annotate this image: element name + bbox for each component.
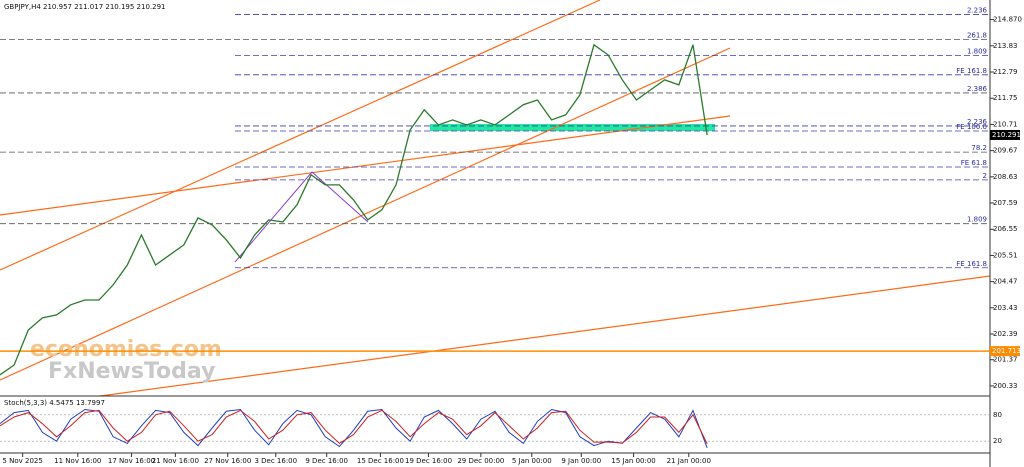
y-tick-label: 208.63 (993, 173, 1018, 181)
x-tick-label: 3 Dec 16:00 (254, 457, 297, 465)
x-tick-label: 15 Jan 00:00 (611, 457, 655, 465)
watermark: FxNewsToday (48, 359, 215, 384)
channel-line (0, 0, 601, 271)
fib-label: 2 (983, 172, 987, 180)
y-tick-label: 203.43 (993, 304, 1018, 312)
pattern-line (234, 171, 369, 263)
chart-title: GBPJPY,H4 210.957 211.017 210.195 210.29… (4, 3, 166, 11)
x-tick-label: 29 Dec 00:00 (457, 457, 504, 465)
y-tick-label: 202.39 (993, 330, 1018, 338)
stoch-title: Stoch(5,3,3) 4.5475 13.7997 (4, 399, 105, 407)
y-tick-label: 211.75 (993, 94, 1018, 102)
fib-label: 2.386 (967, 85, 988, 93)
price-line (0, 43, 708, 376)
y-tick-label: 204.47 (993, 278, 1018, 286)
price-tag-label: 210.291 (992, 131, 1021, 139)
y-tick-label: 207.59 (993, 199, 1018, 207)
stoch-line (0, 409, 708, 445)
x-tick-label: 21 Nov 16:00 (152, 457, 199, 465)
fib-label: 261.8 (967, 32, 987, 40)
fib-label: 1.809 (967, 48, 987, 56)
x-tick-label: 11 Nov 16:00 (54, 457, 101, 465)
fib-label: 78.2 (971, 144, 987, 152)
support-zone (430, 124, 715, 131)
fib-label: FE 100.0 (956, 123, 987, 131)
x-tick-label: 19 Dec 16:00 (405, 457, 452, 465)
fib-label: FE 61.8 (961, 159, 987, 167)
fib-label: 2.236 (967, 7, 988, 15)
y-tick-label: 212.79 (993, 68, 1018, 76)
x-tick-label: 17 Nov 16:00 (108, 457, 155, 465)
channel-line (0, 47, 731, 381)
x-tick-label: 9 Jan 00:00 (561, 457, 601, 465)
x-tick-label: 15 Dec 16:00 (357, 457, 404, 465)
watermark: economies.com (30, 337, 222, 362)
x-tick-label: 5 Nov 2025 (2, 457, 42, 465)
y-tick-label: 200.33 (993, 382, 1018, 390)
y-tick-label: 210.71 (993, 120, 1018, 128)
y-tick-label: 209.67 (993, 147, 1018, 155)
x-tick-label: 27 Nov 16:00 (204, 457, 251, 465)
x-tick-label: 9 Dec 16:00 (305, 457, 348, 465)
x-tick-label: 5 Jan 00:00 (512, 457, 552, 465)
trend-line (0, 115, 731, 216)
y-tick-label: 206.55 (993, 225, 1018, 233)
stoch-line (0, 408, 708, 448)
y-tick-label: 213.83 (993, 42, 1018, 50)
stoch-tick-label: 20 (993, 437, 1002, 445)
y-tick-label: 205.51 (993, 251, 1018, 259)
x-tick-label: 21 Jan 00:00 (667, 457, 711, 465)
h-line-tag (990, 346, 1020, 357)
fib-label: FE 161.8 (956, 67, 987, 75)
stoch-tick-label: 80 (993, 411, 1002, 419)
h-line-label: 201.713 (992, 347, 1021, 355)
fib-label: FE 161.8 (956, 260, 987, 268)
fib-label: 2.236 (967, 118, 988, 126)
price-tag (990, 129, 1020, 140)
y-tick-label: 201.37 (993, 356, 1018, 364)
fib-label: 1.809 (967, 216, 987, 224)
y-tick-label: 214.870 (993, 16, 1022, 24)
trend-line (99, 275, 991, 397)
